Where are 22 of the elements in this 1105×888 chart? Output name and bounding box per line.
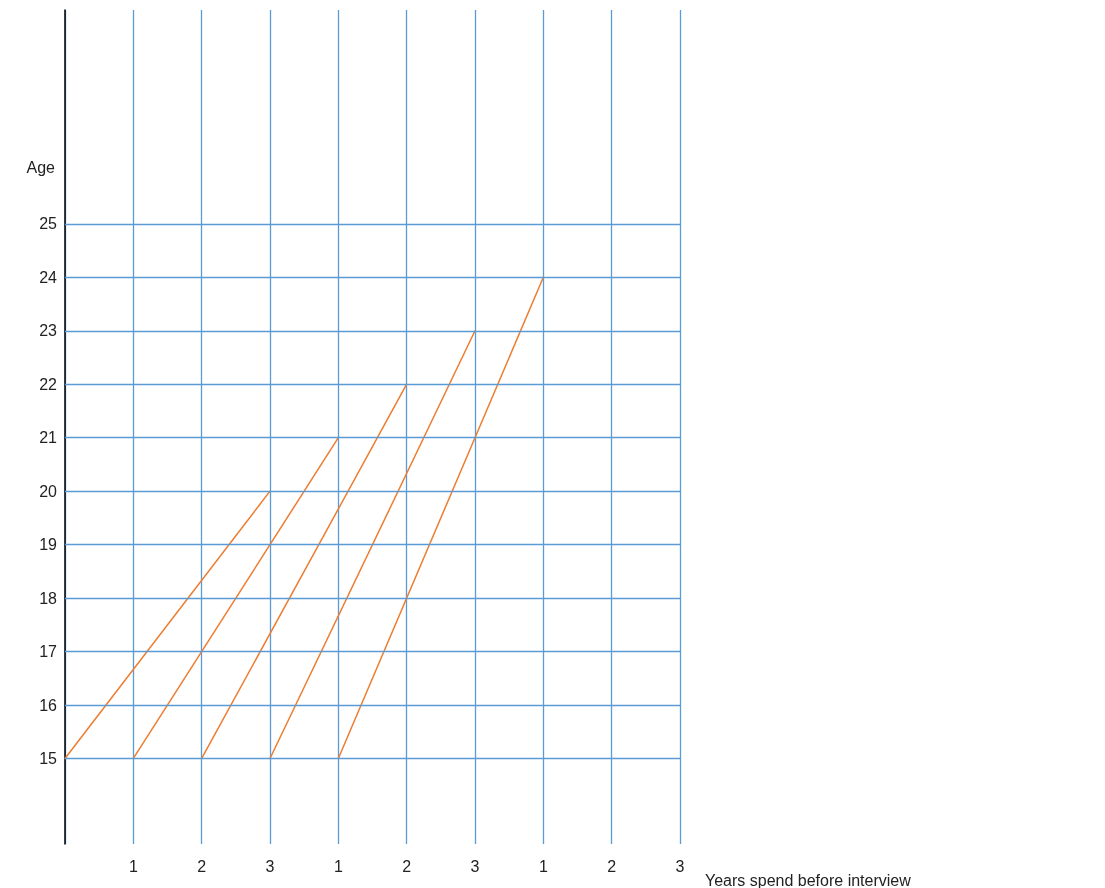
- x-axis-title: Years spend before interview: [705, 871, 912, 888]
- x-tick-label: 2: [402, 857, 412, 875]
- y-tick-label: 20: [39, 482, 58, 500]
- y-tick-label: 16: [39, 696, 58, 714]
- x-tick-label: 2: [607, 857, 617, 875]
- x-tick-label: 1: [538, 857, 548, 875]
- x-tick-label: 1: [333, 857, 343, 875]
- y-tick-label: 25: [39, 215, 58, 233]
- x-tick-label: 2: [197, 857, 207, 875]
- x-tick-label: 1: [128, 857, 138, 875]
- y-tick-label: 22: [39, 375, 58, 393]
- x-tick-label: 3: [470, 857, 480, 875]
- y-tick-label: 23: [39, 322, 58, 340]
- y-tick-label: 17: [39, 643, 58, 661]
- y-axis-title: Age: [26, 158, 56, 176]
- y-tick-label: 21: [39, 429, 58, 447]
- y-tick-label: 18: [39, 589, 58, 607]
- y-tick-label: 19: [39, 536, 58, 554]
- x-tick-label: 3: [675, 857, 685, 875]
- x-tick-label: 3: [265, 857, 275, 875]
- y-tick-label: 24: [39, 268, 58, 286]
- y-tick-label: 15: [39, 749, 58, 767]
